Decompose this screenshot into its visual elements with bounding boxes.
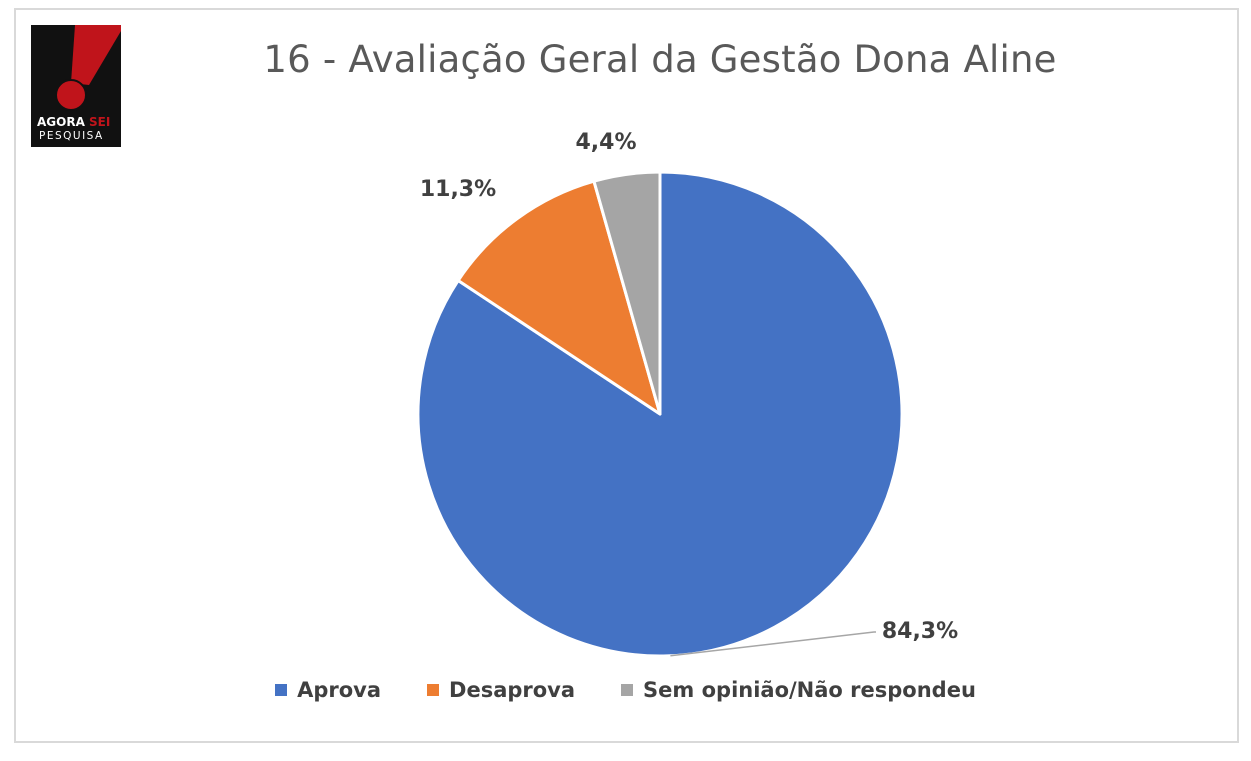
pie-leader-line (670, 631, 876, 657)
legend-item: Desaprova (427, 678, 575, 702)
legend-label: Desaprova (449, 678, 576, 702)
chart-legend: Aprova Desaprova Sem opinião/Não respondeu (0, 678, 1251, 702)
legend-item: Aprova (275, 678, 381, 702)
logo-exclamation-dot (55, 79, 87, 111)
legend-item: Sem opinião/Não respondeu (621, 678, 976, 702)
agora-sei-logo: AGORA SEI PESQUISA (31, 25, 121, 147)
pie-data-label: 11,3% (420, 177, 496, 202)
legend-label: Aprova (297, 678, 382, 702)
logo-text-pesquisa: PESQUISA (39, 130, 104, 142)
logo-text-sei: SEI (89, 115, 110, 129)
chart-title: 16 - Avaliação Geral da Gestão Dona Alin… (263, 38, 1057, 81)
pie-data-label: 84,3% (882, 619, 958, 644)
legend-swatch (427, 684, 440, 696)
logo-exclamation-bar (71, 25, 121, 85)
pie-slice-sem-opini-o-n-o-respondeu (592, 170, 662, 416)
pie-data-label: 4,4% (575, 130, 636, 155)
logo-text-agora: AGORA (37, 115, 86, 129)
legend-swatch (621, 684, 634, 696)
legend-swatch (275, 684, 288, 696)
legend-label: Sem opinião/Não respondeu (643, 678, 976, 702)
